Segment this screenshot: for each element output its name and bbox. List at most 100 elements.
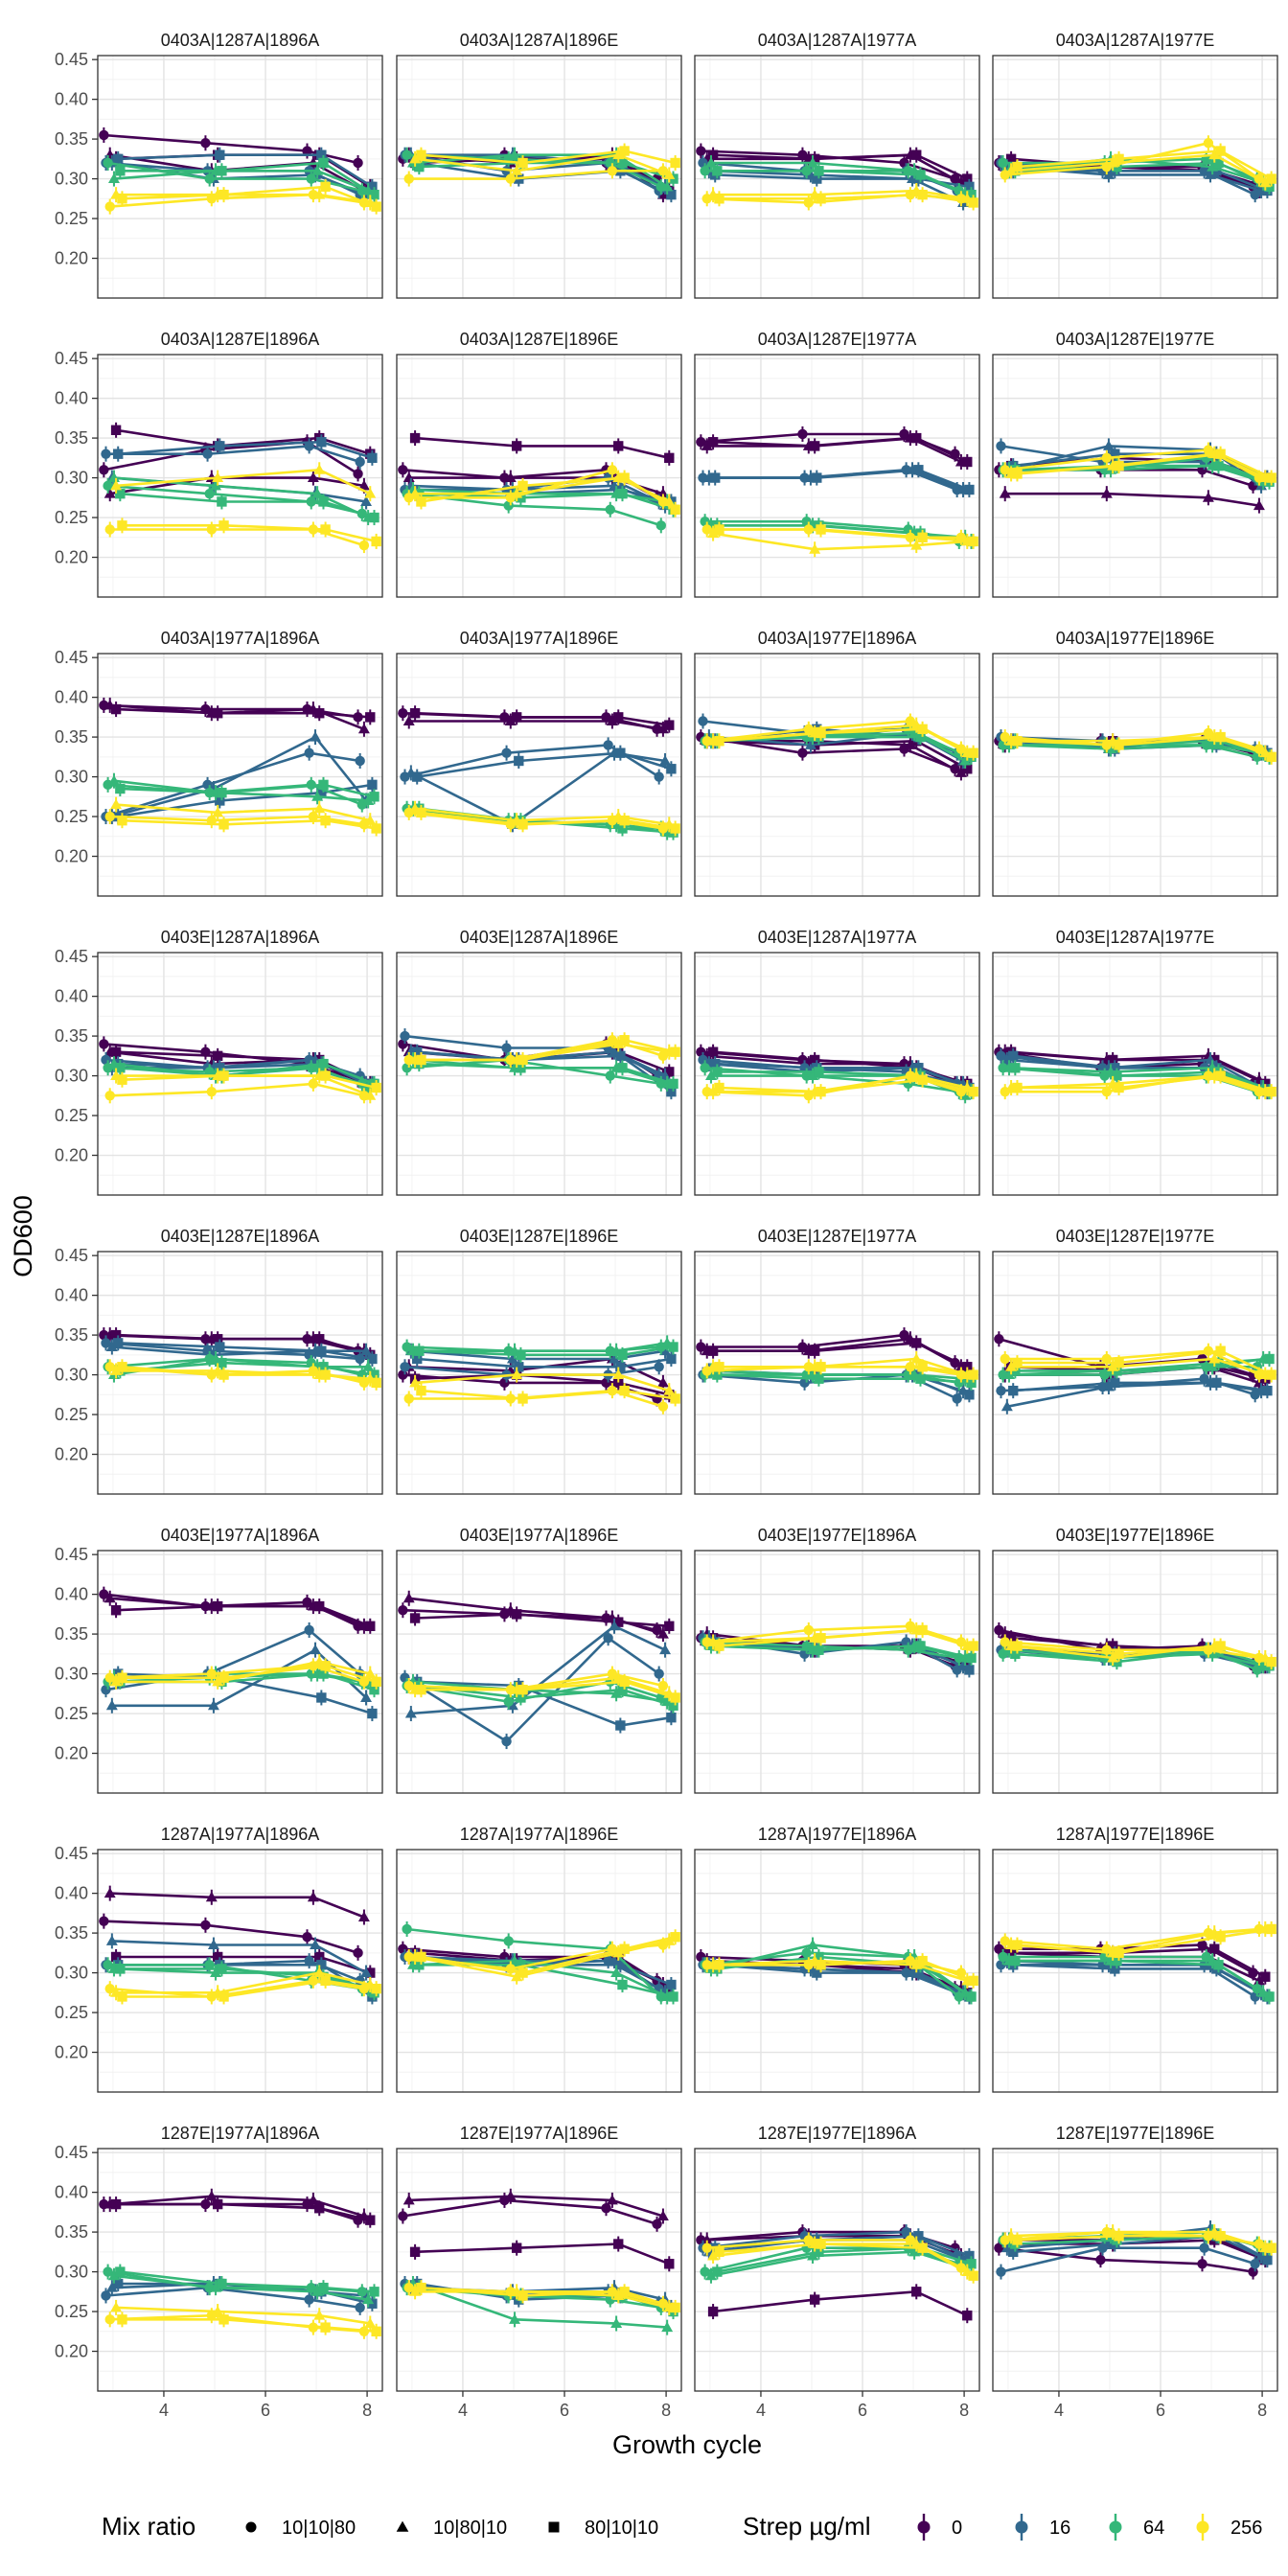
data-point xyxy=(816,727,826,739)
series-line xyxy=(421,476,677,511)
data-point xyxy=(712,2266,723,2277)
facet-strip-label: 0403E|1287E|1896E xyxy=(460,1227,619,1246)
data-point xyxy=(1008,1050,1019,1062)
data-point xyxy=(964,1665,975,1675)
data-point xyxy=(511,712,522,723)
data-point xyxy=(606,715,618,725)
data-point xyxy=(1266,173,1276,184)
data-point xyxy=(968,1641,978,1651)
data-point xyxy=(101,1338,111,1348)
data-point xyxy=(668,1700,678,1711)
data-point xyxy=(803,2235,814,2245)
data-point xyxy=(1010,1648,1021,1660)
data-point xyxy=(670,504,680,515)
y-tick-label: 0.30 xyxy=(55,469,88,488)
data-point xyxy=(714,1960,724,1970)
series-line xyxy=(719,1078,974,1093)
data-point xyxy=(316,437,327,448)
data-point xyxy=(518,1393,528,1404)
data-point xyxy=(117,1672,127,1683)
data-point xyxy=(218,1070,229,1081)
data-point xyxy=(314,1600,325,1612)
series-line xyxy=(415,711,670,726)
data-point xyxy=(316,1960,327,1970)
series-line xyxy=(704,2246,960,2273)
data-point xyxy=(409,152,422,164)
data-point xyxy=(355,456,365,468)
data-point xyxy=(115,1063,126,1073)
y-tick-label: 0.20 xyxy=(55,847,88,866)
data-point xyxy=(994,2242,1004,2253)
panel-border xyxy=(694,952,980,1196)
data-point xyxy=(617,157,628,169)
data-point xyxy=(367,1353,378,1365)
data-point xyxy=(371,1082,381,1093)
y-tick-label: 0.45 xyxy=(55,349,88,368)
y-tick-label: 0.35 xyxy=(55,1923,88,1943)
facet-panel: 1287E|1977E|1896E 4 6 8 xyxy=(992,2124,1278,2420)
series-line xyxy=(122,818,377,830)
data-point xyxy=(968,197,978,208)
series-line xyxy=(1017,1074,1272,1093)
data-point xyxy=(311,2286,324,2296)
data-point xyxy=(1000,1400,1013,1412)
series-line xyxy=(408,1597,664,1636)
data-point xyxy=(320,1661,331,1671)
data-point xyxy=(959,1090,972,1100)
data-point xyxy=(113,448,124,459)
data-point xyxy=(320,2322,331,2333)
y-tick-label: 0.30 xyxy=(55,170,88,189)
series-line xyxy=(105,2286,360,2310)
data-point xyxy=(371,1377,381,1389)
data-point xyxy=(364,1090,377,1100)
data-point xyxy=(615,1960,626,1970)
legend-shape-key xyxy=(396,2520,409,2532)
data-point xyxy=(809,1054,820,1066)
data-point xyxy=(816,524,826,535)
data-point xyxy=(915,170,926,180)
data-point xyxy=(202,448,213,459)
panel-border xyxy=(97,55,383,299)
series-line xyxy=(116,1971,371,1994)
y-tick-label: 0.35 xyxy=(55,2222,88,2242)
data-point xyxy=(318,496,329,507)
data-point xyxy=(1207,161,1219,172)
data-point xyxy=(409,1376,422,1388)
data-point xyxy=(659,1345,672,1356)
data-point xyxy=(1105,743,1117,754)
data-point xyxy=(1000,465,1010,475)
panel-border xyxy=(992,2148,1278,2392)
data-point xyxy=(701,2234,713,2244)
data-point xyxy=(1012,2235,1023,2245)
data-point xyxy=(1114,153,1124,165)
data-point xyxy=(1110,448,1120,459)
data-point xyxy=(714,1362,724,1372)
series-line xyxy=(421,1935,676,1974)
data-point xyxy=(619,1676,630,1688)
data-point xyxy=(1209,1054,1220,1066)
y-tick-label: 0.40 xyxy=(55,2183,88,2202)
data-point xyxy=(816,194,826,204)
data-point xyxy=(217,166,227,176)
data-point xyxy=(115,2266,126,2277)
series-line xyxy=(410,1349,666,1361)
data-point xyxy=(1264,1353,1275,1365)
data-point xyxy=(610,2317,623,2328)
data-point xyxy=(707,1346,719,1356)
data-point xyxy=(1253,499,1265,511)
facet-panel: 1287A|1977A|1896A 0.20 0.25 0.30 0.35 0.40 0.4… xyxy=(55,1825,383,2093)
facet-panel: 1287E|1977A|1896E 4 6 8 xyxy=(396,2124,682,2420)
series-line xyxy=(717,2246,972,2273)
data-point xyxy=(369,1369,380,1380)
y-tick-label: 0.25 xyxy=(55,2302,88,2321)
data-point xyxy=(306,173,316,184)
data-point xyxy=(670,1932,680,1943)
data-point xyxy=(1005,1361,1018,1371)
data-point xyxy=(200,1920,211,1931)
data-point xyxy=(505,173,516,184)
data-point xyxy=(218,1672,229,1683)
facet-panels: 0403A|1287A|1896A 0.20 0.25 0.30 0.35 0.40 0.4… xyxy=(55,31,1278,2420)
data-point xyxy=(998,157,1008,169)
series-line xyxy=(412,2282,668,2329)
data-point xyxy=(619,1944,630,1954)
